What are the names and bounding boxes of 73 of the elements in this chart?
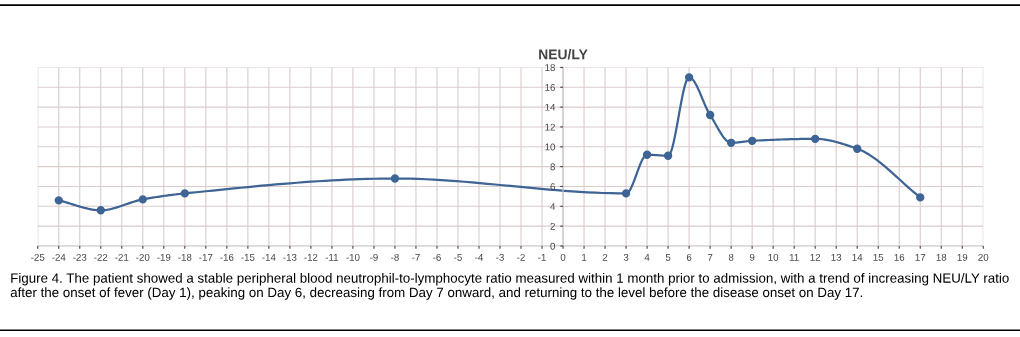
x-tick-label: 19 xyxy=(957,253,968,261)
x-tick-label: -20 xyxy=(136,253,150,261)
point xyxy=(642,150,652,159)
x-tick-label: 12 xyxy=(810,253,821,261)
x-tick-label: 15 xyxy=(873,254,884,261)
x-tick-label: -13 xyxy=(283,253,297,261)
x-tick-label: -24 xyxy=(52,253,66,261)
y-tick-label: 0 xyxy=(550,242,556,250)
x-tick-label: -10 xyxy=(346,253,360,261)
x-tick-label: -19 xyxy=(157,253,171,261)
x-tick-label: -6 xyxy=(433,253,441,261)
x-tick-label: -3 xyxy=(496,253,504,261)
x-tick-label: 2 xyxy=(602,253,608,261)
y-tick-label: 16 xyxy=(545,83,555,91)
point xyxy=(726,138,736,147)
x-tick-label: 0 xyxy=(560,253,566,261)
x-tick-label: -23 xyxy=(73,253,87,261)
x-tick-label: -15 xyxy=(241,254,255,261)
x-tick-label: -18 xyxy=(178,253,192,261)
point xyxy=(853,144,862,153)
point xyxy=(684,73,694,82)
point xyxy=(705,110,715,120)
x-tick-label: -17 xyxy=(199,254,213,261)
x-tick-label: 5 xyxy=(665,254,671,261)
x-tick-label: -7 xyxy=(412,254,420,261)
x-tick-label: -9 xyxy=(370,253,378,261)
y-tick-label: 12 xyxy=(545,123,555,131)
point xyxy=(663,151,673,160)
x-tick-label: -5 xyxy=(454,254,462,261)
x-tick-label: -22 xyxy=(94,253,108,261)
x-tick-label: -16 xyxy=(220,253,234,261)
y-tick-label: 2 xyxy=(550,222,555,230)
x-tick-label: 17 xyxy=(915,254,926,261)
y-tick-label: 8 xyxy=(550,163,555,171)
y-tick-label: 4 xyxy=(550,203,556,210)
y-tick-label: 6 xyxy=(550,183,555,191)
x-tick-label: 20 xyxy=(978,253,989,261)
x-tick-label: 11 xyxy=(789,254,799,261)
point xyxy=(180,189,189,198)
x-tick-label: -8 xyxy=(391,253,399,261)
x-tick-label: 1 xyxy=(582,254,587,261)
x-tick-label: 8 xyxy=(728,253,734,261)
point xyxy=(54,196,63,205)
y-tick-label: 10 xyxy=(545,143,556,151)
x-tick-label: 10 xyxy=(768,253,779,261)
x-tick-label: 3 xyxy=(623,253,629,261)
point xyxy=(916,193,925,202)
x-tick-label: -2 xyxy=(517,253,525,261)
y-tick-label: 18 xyxy=(545,64,555,72)
x-tick-label: -21 xyxy=(115,253,129,261)
y-tick-label: 14 xyxy=(545,103,556,111)
x-tick-label: 13 xyxy=(831,253,842,261)
x-tick-label: 4 xyxy=(644,254,650,261)
x-tick-label: 18 xyxy=(936,253,947,261)
x-tick-label: -25 xyxy=(31,253,45,261)
point xyxy=(390,174,400,183)
x-tick-label: -4 xyxy=(475,254,484,261)
x-tick-label: 7 xyxy=(707,254,713,261)
x-tick-label: 16 xyxy=(894,253,905,261)
point xyxy=(747,136,757,145)
x-tick-label: -11 xyxy=(325,254,339,261)
x-tick-label: -14 xyxy=(262,254,276,261)
point xyxy=(621,189,631,198)
chart-title: NEU/LY xyxy=(539,49,588,60)
x-tick-label: 9 xyxy=(749,253,755,261)
x-tick-label: -1 xyxy=(538,254,546,261)
x-tick-label: -12 xyxy=(304,253,318,261)
caption: Figure 4. The patient showed a stable peripheral blood neutrophil-to-lymphocyte ratio measured within 1 month prior to admission, with a trend of increasing NEU/LY ratio after the onset of fever (Day 1), peaking on Day 6, decreasing from Day 7 onward, and returning to the level before the disease onset on Day 17. xyxy=(10,272,1009,300)
point xyxy=(138,195,147,204)
x-tick-label: 6 xyxy=(686,253,692,261)
x-tick-label: 14 xyxy=(852,254,863,261)
point xyxy=(96,206,105,215)
point xyxy=(811,134,820,144)
